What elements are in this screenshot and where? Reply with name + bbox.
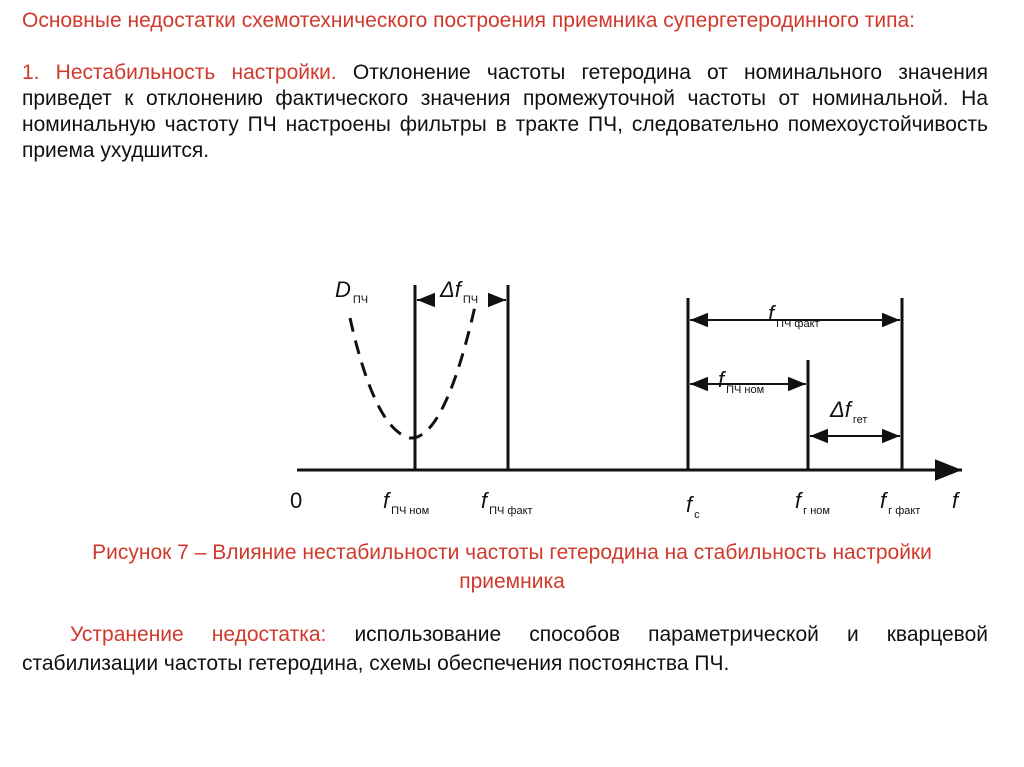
response-curve (348, 301, 478, 440)
diagram-label: 0 (290, 488, 302, 513)
diagram-label: Δf ПЧ (439, 277, 478, 306)
label-sub: ПЧ факт (489, 505, 532, 517)
diagram-label: f ПЧ факт (481, 488, 533, 517)
problem: 1. Нестабильность настройки. Отклонение … (22, 60, 988, 164)
diagram-label: f ПЧ факт (768, 301, 820, 330)
label-sub: ПЧ (463, 294, 478, 306)
label-sub: г ном (803, 505, 830, 517)
label-sub: г факт (888, 505, 920, 517)
solution: Устранение недостатка: использование спо… (22, 620, 988, 678)
label-main: f (768, 301, 777, 326)
diagram-label: D ПЧ (335, 277, 368, 306)
label-sub: ПЧ ном (726, 384, 764, 396)
label-sub: ПЧ факт (776, 318, 819, 330)
label-main: Δf (439, 277, 464, 302)
label-sub: ПЧ (353, 294, 368, 306)
label-main: f (880, 488, 889, 513)
diagram-label: f ПЧ ном (383, 488, 429, 517)
diagram-label: Δf гет (829, 397, 867, 426)
label-sub: гет (853, 414, 868, 426)
diagram-label: f ПЧ ном (718, 367, 764, 396)
problem-label: 1. Нестабильность настройки. (22, 61, 337, 84)
label-main: D (335, 277, 351, 302)
label-main: f (952, 488, 961, 513)
label-main: f (686, 492, 695, 517)
diagram-label: f (952, 488, 961, 513)
label-sub: c (694, 509, 700, 521)
problem-text: Отклонение частоты гетеродина от номинал… (22, 61, 988, 162)
solution-text: использование способов параметрической и… (22, 623, 988, 675)
label-main: 0 (290, 488, 302, 513)
label-main: f (795, 488, 804, 513)
label-main: f (383, 488, 392, 513)
label-main: f (718, 367, 727, 392)
solution-label: Устранение недостатка: (70, 623, 327, 646)
caption: Рисунок 7 – Влияние нестабильности часто… (92, 541, 932, 593)
label-main: f (481, 488, 490, 513)
label-sub: ПЧ ном (391, 505, 429, 517)
label-main: Δf (829, 397, 854, 422)
title: Основные недостатки схемотехнического по… (22, 9, 915, 32)
